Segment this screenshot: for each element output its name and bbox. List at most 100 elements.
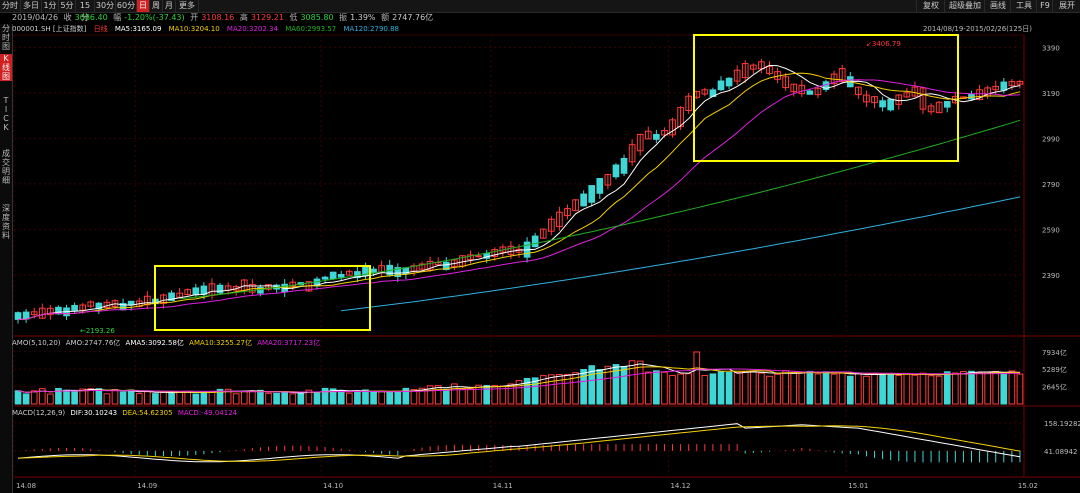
sidebar-item-4[interactable]: 深度资料 <box>2 204 10 240</box>
amo-bar <box>846 375 854 405</box>
amp-value: 1.39% <box>350 13 376 22</box>
amo-bar <box>774 373 781 405</box>
period-tab-4[interactable]: 15分 <box>76 0 95 22</box>
amo-bar <box>321 387 329 405</box>
candle-body <box>14 312 22 320</box>
candle-body <box>927 105 935 113</box>
amo-bar <box>442 388 450 405</box>
macd-legend: MACD(12,26,9) DIF:30.10243 DEA:54.62305 … <box>12 408 240 418</box>
amo-bar <box>580 368 587 405</box>
amo-bar <box>1000 373 1008 405</box>
period-tab-8[interactable]: 周 <box>150 0 163 12</box>
change-label: 幅 <box>113 13 122 22</box>
low-label: 低 <box>289 13 298 22</box>
change-value: -1.20%(-37.43) <box>124 13 185 22</box>
period-tab-2[interactable]: 1分 <box>42 0 59 12</box>
amo-bar <box>127 389 135 405</box>
dif-value: DIF:30.10243 <box>70 409 118 417</box>
amo-bar <box>168 391 175 405</box>
toolbar-right-4[interactable]: F9 <box>1036 0 1053 12</box>
amo-bar <box>378 391 385 405</box>
date-axis-label: 14.09 <box>137 482 157 490</box>
low-annotation: ←2193.26 <box>80 327 115 335</box>
amo-bar <box>507 383 515 405</box>
amo-bar <box>960 371 967 405</box>
toolbar-right-2[interactable]: 画线 <box>984 0 1011 12</box>
ama10-line <box>17 366 1021 394</box>
candle-body <box>741 63 749 79</box>
candle-body <box>442 261 450 271</box>
amo-bar <box>564 373 571 405</box>
candle-body <box>337 273 345 278</box>
amo-bar <box>55 387 62 405</box>
amo-bar <box>927 375 935 405</box>
amo-bar <box>879 372 886 405</box>
amo-bar <box>176 391 183 405</box>
period-tab-1[interactable]: 多日 <box>21 0 42 12</box>
candle-body <box>394 267 402 278</box>
high-value: 3129.21 <box>250 13 284 22</box>
candle-body <box>71 304 78 311</box>
period-label: 日线 <box>93 25 108 33</box>
period-tab-9[interactable]: 月 <box>163 0 176 12</box>
period-tab-10[interactable]: 更多 <box>176 0 199 12</box>
ama10-value: AMA10:3255.27亿 <box>189 339 252 347</box>
sidebar-item-0[interactable]: 分时图 <box>2 24 10 51</box>
candle-body <box>935 101 943 114</box>
candle-body <box>1008 81 1016 87</box>
amo-bar <box>766 375 773 405</box>
amo-bar <box>855 372 862 405</box>
date-axis-label: 15.02 <box>1018 482 1038 490</box>
amo-bar <box>620 365 628 405</box>
candle-body <box>628 144 636 163</box>
period-tab-6[interactable]: 60分 <box>116 0 137 12</box>
period-tab-3[interactable]: 5分 <box>59 0 76 12</box>
toolbar-right-0[interactable]: 复权 <box>916 0 945 12</box>
macd-axis-label: 41.08942 <box>1044 448 1077 456</box>
period-tab-7[interactable]: 日 <box>137 0 150 12</box>
amo-bar <box>95 388 103 405</box>
amo-legend: AMO(5,10,20) AMO:2747.76亿 AMA5:3092.58亿 … <box>12 338 323 348</box>
date-axis-label: 14.12 <box>670 482 690 490</box>
amo-bar <box>135 393 143 405</box>
toolbar-right-3[interactable]: 工具 <box>1010 0 1037 12</box>
candle-body <box>265 284 272 290</box>
toolbar-right-5[interactable]: 展开 <box>1052 0 1080 12</box>
toolbar-right-1[interactable]: 超级叠加 <box>944 0 985 12</box>
amount-value: 2747.76亿 <box>392 13 434 22</box>
ma120-line <box>341 196 1021 312</box>
candle-body <box>289 281 297 287</box>
amo-bar <box>863 375 870 405</box>
amo-bar <box>636 360 644 405</box>
amo-bar <box>822 371 830 405</box>
amo-bar <box>483 384 491 405</box>
ama20-line <box>17 368 1020 393</box>
candle-body <box>588 185 596 203</box>
candle-body <box>216 284 224 294</box>
price-axis-label: 2990 <box>1042 135 1060 143</box>
amo-axis-label: 5289亿 <box>1042 365 1067 374</box>
candle-body <box>976 89 983 100</box>
amo-bar <box>749 370 757 405</box>
amo-bar <box>14 390 22 405</box>
candle-body <box>30 311 38 316</box>
macd-axis-label: 158.19282 <box>1044 420 1080 428</box>
amo-bar <box>434 385 442 405</box>
amo-bar <box>531 377 539 405</box>
highlight-box-1 <box>154 265 371 331</box>
candle-body <box>200 285 208 295</box>
ma10-line <box>17 72 1021 320</box>
period-tab-0[interactable]: 分时 <box>0 0 21 12</box>
amo-bar <box>669 374 676 405</box>
sidebar-item-3[interactable]: 成交明细 <box>2 149 10 185</box>
candle-body <box>507 245 515 255</box>
dea-value: DEA:54.62305 <box>122 409 173 417</box>
low-value: 3085.80 <box>300 13 334 22</box>
candle-body <box>22 311 30 320</box>
candle-body <box>838 68 846 82</box>
period-tab-5[interactable]: 30分 <box>95 0 116 12</box>
candle-body <box>240 279 248 292</box>
candle-body <box>1000 81 1008 91</box>
